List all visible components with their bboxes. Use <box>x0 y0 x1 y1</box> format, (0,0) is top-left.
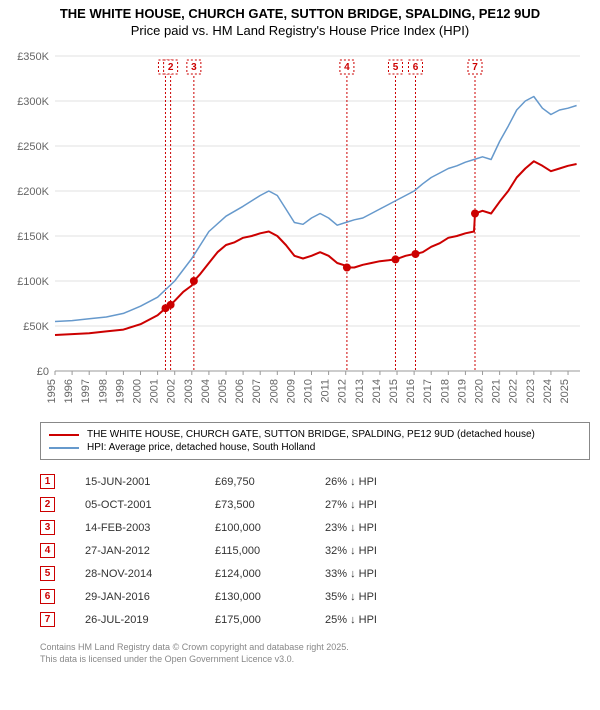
sales-table: 1 15-JUN-2001£69,75026% ↓ HPI 2 05-OCT-2001… <box>40 470 590 631</box>
sales-marker: 7 <box>40 612 55 627</box>
legend-swatch <box>49 434 79 436</box>
svg-text:£0: £0 <box>37 366 49 378</box>
svg-text:£200K: £200K <box>17 186 49 198</box>
legend-item: THE WHITE HOUSE, CHURCH GATE, SUTTON BRI… <box>49 428 581 441</box>
footer-line2: This data is licensed under the Open Gov… <box>40 653 590 665</box>
svg-text:6: 6 <box>413 62 419 73</box>
svg-text:2013: 2013 <box>354 379 366 403</box>
sales-price: £115,000 <box>215 545 325 557</box>
sales-date: 05-OCT-2001 <box>85 499 215 511</box>
svg-text:5: 5 <box>393 62 399 73</box>
sales-date: 27-JAN-2012 <box>85 545 215 557</box>
legend: THE WHITE HOUSE, CHURCH GATE, SUTTON BRI… <box>40 422 590 460</box>
svg-text:£300K: £300K <box>17 96 49 108</box>
sales-price: £100,000 <box>215 522 325 534</box>
svg-text:2022: 2022 <box>508 379 520 403</box>
sales-row: 6 29-JAN-2016£130,00035% ↓ HPI <box>40 585 590 608</box>
footer-line1: Contains HM Land Registry data © Crown c… <box>40 641 590 653</box>
sales-date: 26-JUL-2019 <box>85 614 215 626</box>
sales-marker: 1 <box>40 474 55 489</box>
svg-text:2024: 2024 <box>542 379 554 403</box>
legend-swatch <box>49 447 79 449</box>
svg-text:4: 4 <box>344 62 350 73</box>
chart-title-line1: THE WHITE HOUSE, CHURCH GATE, SUTTON BRI… <box>0 0 600 21</box>
svg-text:2010: 2010 <box>303 379 315 403</box>
svg-text:1998: 1998 <box>97 379 109 403</box>
svg-text:2025: 2025 <box>559 379 571 403</box>
svg-text:2014: 2014 <box>371 379 383 403</box>
sales-row: 1 15-JUN-2001£69,75026% ↓ HPI <box>40 470 590 493</box>
svg-text:2: 2 <box>168 62 174 73</box>
sales-row: 4 27-JAN-2012£115,00032% ↓ HPI <box>40 539 590 562</box>
svg-text:7: 7 <box>472 62 478 73</box>
sales-diff: 26% ↓ HPI <box>325 476 445 488</box>
svg-text:2018: 2018 <box>439 379 451 403</box>
svg-text:2020: 2020 <box>474 379 486 403</box>
svg-text:£150K: £150K <box>17 231 49 243</box>
sales-marker: 4 <box>40 543 55 558</box>
svg-text:£50K: £50K <box>23 321 49 333</box>
sales-diff: 33% ↓ HPI <box>325 568 445 580</box>
svg-text:2006: 2006 <box>234 379 246 403</box>
svg-text:2001: 2001 <box>149 379 161 403</box>
svg-text:2017: 2017 <box>422 379 434 403</box>
svg-text:2019: 2019 <box>456 379 468 403</box>
sales-diff: 23% ↓ HPI <box>325 522 445 534</box>
sales-row: 5 28-NOV-2014£124,00033% ↓ HPI <box>40 562 590 585</box>
sales-price: £73,500 <box>215 499 325 511</box>
svg-text:1999: 1999 <box>114 379 126 403</box>
svg-text:1995: 1995 <box>46 379 58 403</box>
sales-price: £124,000 <box>215 568 325 580</box>
svg-text:2021: 2021 <box>491 379 503 403</box>
svg-text:3: 3 <box>191 62 197 73</box>
svg-text:2009: 2009 <box>285 379 297 403</box>
svg-text:£250K: £250K <box>17 141 49 153</box>
sales-marker: 6 <box>40 589 55 604</box>
chart-title-line2: Price paid vs. HM Land Registry's House … <box>0 21 600 38</box>
svg-text:2008: 2008 <box>268 379 280 403</box>
sales-diff: 35% ↓ HPI <box>325 591 445 603</box>
sales-row: 2 05-OCT-2001£73,50027% ↓ HPI <box>40 493 590 516</box>
svg-text:2003: 2003 <box>183 379 195 403</box>
sales-date: 14-FEB-2003 <box>85 522 215 534</box>
svg-text:2012: 2012 <box>337 379 349 403</box>
sales-marker: 3 <box>40 520 55 535</box>
sales-date: 15-JUN-2001 <box>85 476 215 488</box>
chart-area: £0£50K£100K£150K£200K£250K£300K£350K1234… <box>10 46 590 416</box>
svg-text:2023: 2023 <box>525 379 537 403</box>
sales-date: 28-NOV-2014 <box>85 568 215 580</box>
svg-text:2011: 2011 <box>320 379 332 403</box>
footer-attribution: Contains HM Land Registry data © Crown c… <box>40 641 590 665</box>
svg-text:2004: 2004 <box>200 379 212 403</box>
svg-text:£100K: £100K <box>17 276 49 288</box>
legend-label: THE WHITE HOUSE, CHURCH GATE, SUTTON BRI… <box>87 429 535 440</box>
sales-row: 3 14-FEB-2003£100,00023% ↓ HPI <box>40 516 590 539</box>
svg-text:2016: 2016 <box>405 379 417 403</box>
sales-price: £69,750 <box>215 476 325 488</box>
svg-text:2007: 2007 <box>251 379 263 403</box>
page: THE WHITE HOUSE, CHURCH GATE, SUTTON BRI… <box>0 0 600 710</box>
sales-marker: 5 <box>40 566 55 581</box>
svg-text:2000: 2000 <box>132 379 144 403</box>
legend-item: HPI: Average price, detached house, Sout… <box>49 441 581 454</box>
svg-text:1997: 1997 <box>80 379 92 403</box>
sales-row: 7 26-JUL-2019£175,00025% ↓ HPI <box>40 608 590 631</box>
svg-text:1996: 1996 <box>63 379 75 403</box>
sales-price: £175,000 <box>215 614 325 626</box>
svg-text:2015: 2015 <box>388 379 400 403</box>
svg-text:£350K: £350K <box>17 51 49 63</box>
sales-date: 29-JAN-2016 <box>85 591 215 603</box>
svg-text:2002: 2002 <box>166 379 178 403</box>
sales-price: £130,000 <box>215 591 325 603</box>
sales-marker: 2 <box>40 497 55 512</box>
legend-label: HPI: Average price, detached house, Sout… <box>87 442 315 453</box>
line-chart: £0£50K£100K£150K£200K£250K£300K£350K1234… <box>10 46 590 416</box>
sales-diff: 25% ↓ HPI <box>325 614 445 626</box>
svg-text:2005: 2005 <box>217 379 229 403</box>
sales-diff: 27% ↓ HPI <box>325 499 445 511</box>
sales-diff: 32% ↓ HPI <box>325 545 445 557</box>
